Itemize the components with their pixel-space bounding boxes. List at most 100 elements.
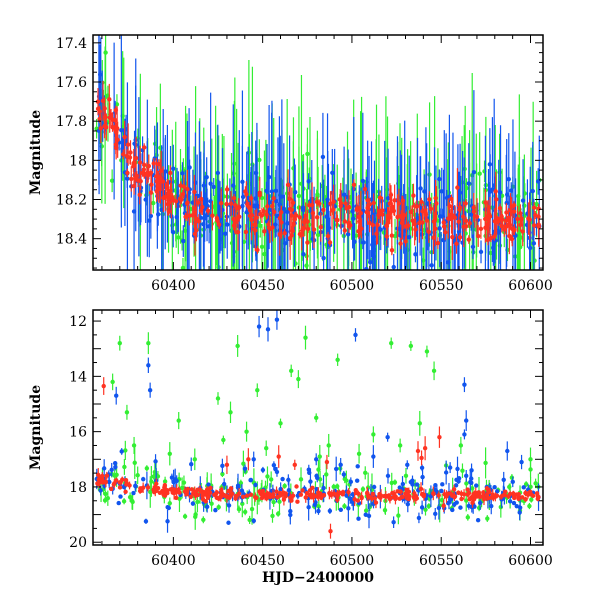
data-point [248,492,254,497]
data-point [95,481,100,486]
data-point [280,476,285,482]
data-point [338,507,344,512]
data-point [529,497,534,502]
data-point [170,223,175,228]
data-point [361,240,366,245]
data-point [262,229,267,234]
data-point [300,227,305,233]
data-point [101,466,107,471]
data-point [441,220,446,225]
data-point [255,247,260,253]
data-point [485,516,490,521]
x-tick-label: 60500 [330,553,375,569]
data-point [247,213,253,218]
data-point [422,446,428,451]
data-point [536,494,541,500]
data-point [259,213,265,218]
data-point [160,179,166,184]
data-point [359,495,364,501]
data-point [511,203,517,208]
data-point [95,99,101,104]
x-tick-label: 60550 [419,553,464,569]
data-point [397,443,403,448]
data-point [151,161,156,166]
data-point [194,193,200,199]
data-point [205,204,210,209]
data-point [468,479,473,485]
data-point [174,214,179,220]
data-point [371,454,376,459]
data-point [470,486,475,491]
data-point [113,464,118,470]
data-point [171,166,176,171]
data-point [405,501,411,507]
data-point [354,478,360,483]
data-point [494,215,499,221]
data-point [188,494,194,500]
data-point [407,235,412,240]
data-point [424,349,430,354]
data-point [324,472,329,477]
data-point [331,484,336,489]
data-point [478,226,484,232]
data-point [474,214,480,219]
data-point [165,519,170,524]
data-point [114,102,120,107]
data-point [452,502,457,507]
red-series [95,377,541,539]
data-point [327,240,333,245]
data-point [246,204,252,210]
data-point [371,484,377,490]
data-point [278,421,283,426]
data-point [335,357,340,362]
data-point [249,506,255,512]
data-point [431,235,436,240]
data-point [259,244,265,249]
data-point [440,214,446,219]
data-point [196,219,201,224]
data-point [220,463,225,469]
data-point [437,226,442,231]
data-point [205,489,210,494]
data-point [518,211,523,216]
data-point [190,213,195,218]
data-point [146,163,152,169]
data-point [235,343,240,349]
data-point [119,127,124,133]
data-point [436,505,442,511]
bottom-panel-y-axis-label: Magnitude [28,385,44,470]
data-point [169,475,175,480]
data-point [328,492,333,498]
data-point [314,215,320,220]
data-point [119,449,124,454]
data-point [156,161,161,167]
data-point [316,467,321,472]
data-point [464,481,469,486]
data-point [474,483,479,488]
data-point [131,164,136,169]
data-point [391,264,396,270]
data-point [146,340,151,346]
data-point [531,241,537,246]
data-point [463,201,468,206]
data-point [420,491,425,497]
data-point [494,197,499,202]
data-point [467,221,472,226]
data-point [124,410,130,415]
data-point [296,376,301,382]
data-point [248,477,254,483]
data-point [226,520,231,525]
data-point [282,483,287,489]
data-point [373,500,379,505]
bottom-panel-data [94,310,541,539]
data-point [461,224,466,229]
data-point [193,514,198,519]
y-tick-label: 17.8 [56,114,87,130]
data-point [286,477,291,483]
data-point [122,134,127,140]
data-point [131,490,136,496]
data-point [167,451,172,456]
x-tick-label: 60450 [240,278,285,294]
data-point [252,222,257,227]
data-point [515,216,520,222]
